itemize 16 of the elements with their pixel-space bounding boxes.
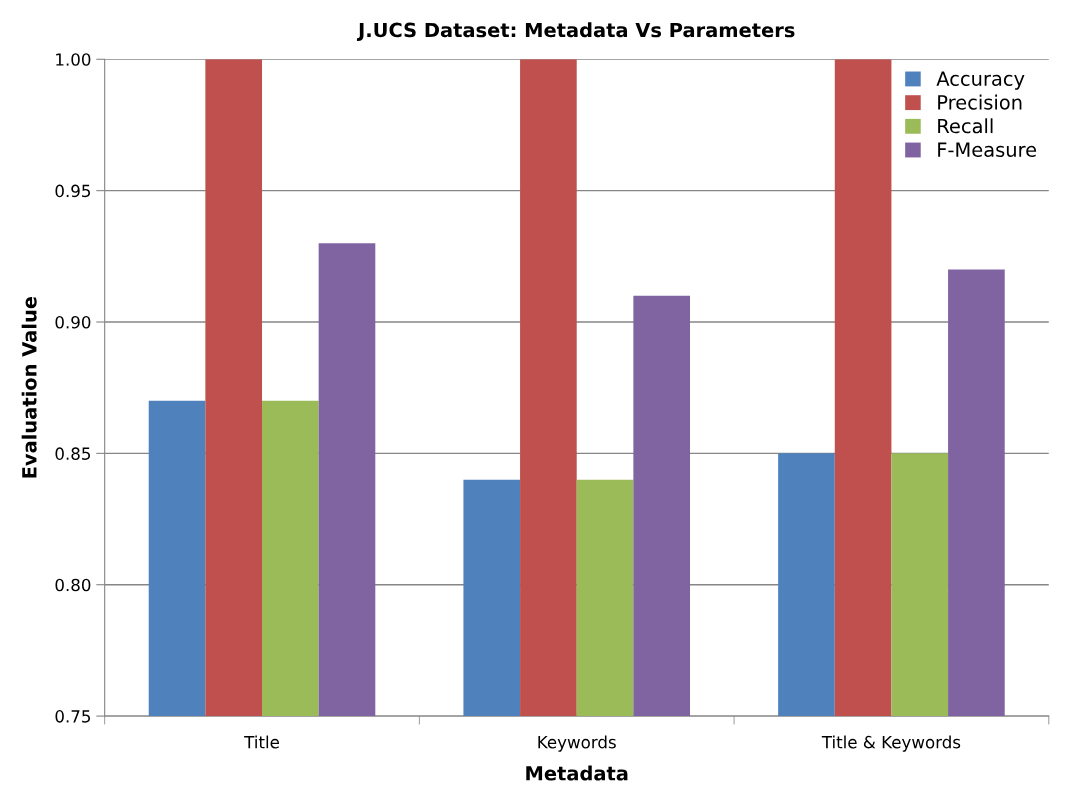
y-axis-title: Evaluation Value [21, 296, 37, 478]
legend-label: F-Measure [938, 142, 1037, 158]
y-tick-label: 1.00 [56, 53, 91, 66]
legend-label: Accuracy [936, 71, 1025, 90]
x-axis-title: Metadata [526, 765, 628, 781]
y-tick-label: 0.90 [55, 315, 91, 329]
legend-label: Precision [938, 94, 1022, 110]
y-tick-label: 0.95 [55, 184, 91, 198]
chart-title: J.UCS Dataset: Metadata Vs Parameters [356, 22, 795, 41]
x-tick-label: Title [244, 735, 279, 749]
y-tick-label: 0.75 [55, 710, 91, 723]
legend-label: Recall [938, 118, 993, 134]
y-tick-label: 0.85 [55, 447, 91, 460]
x-tick-label: Title & Keywords [821, 735, 961, 752]
y-tick-label: 0.80 [55, 578, 91, 592]
x-tick-label: Keywords [538, 735, 616, 752]
